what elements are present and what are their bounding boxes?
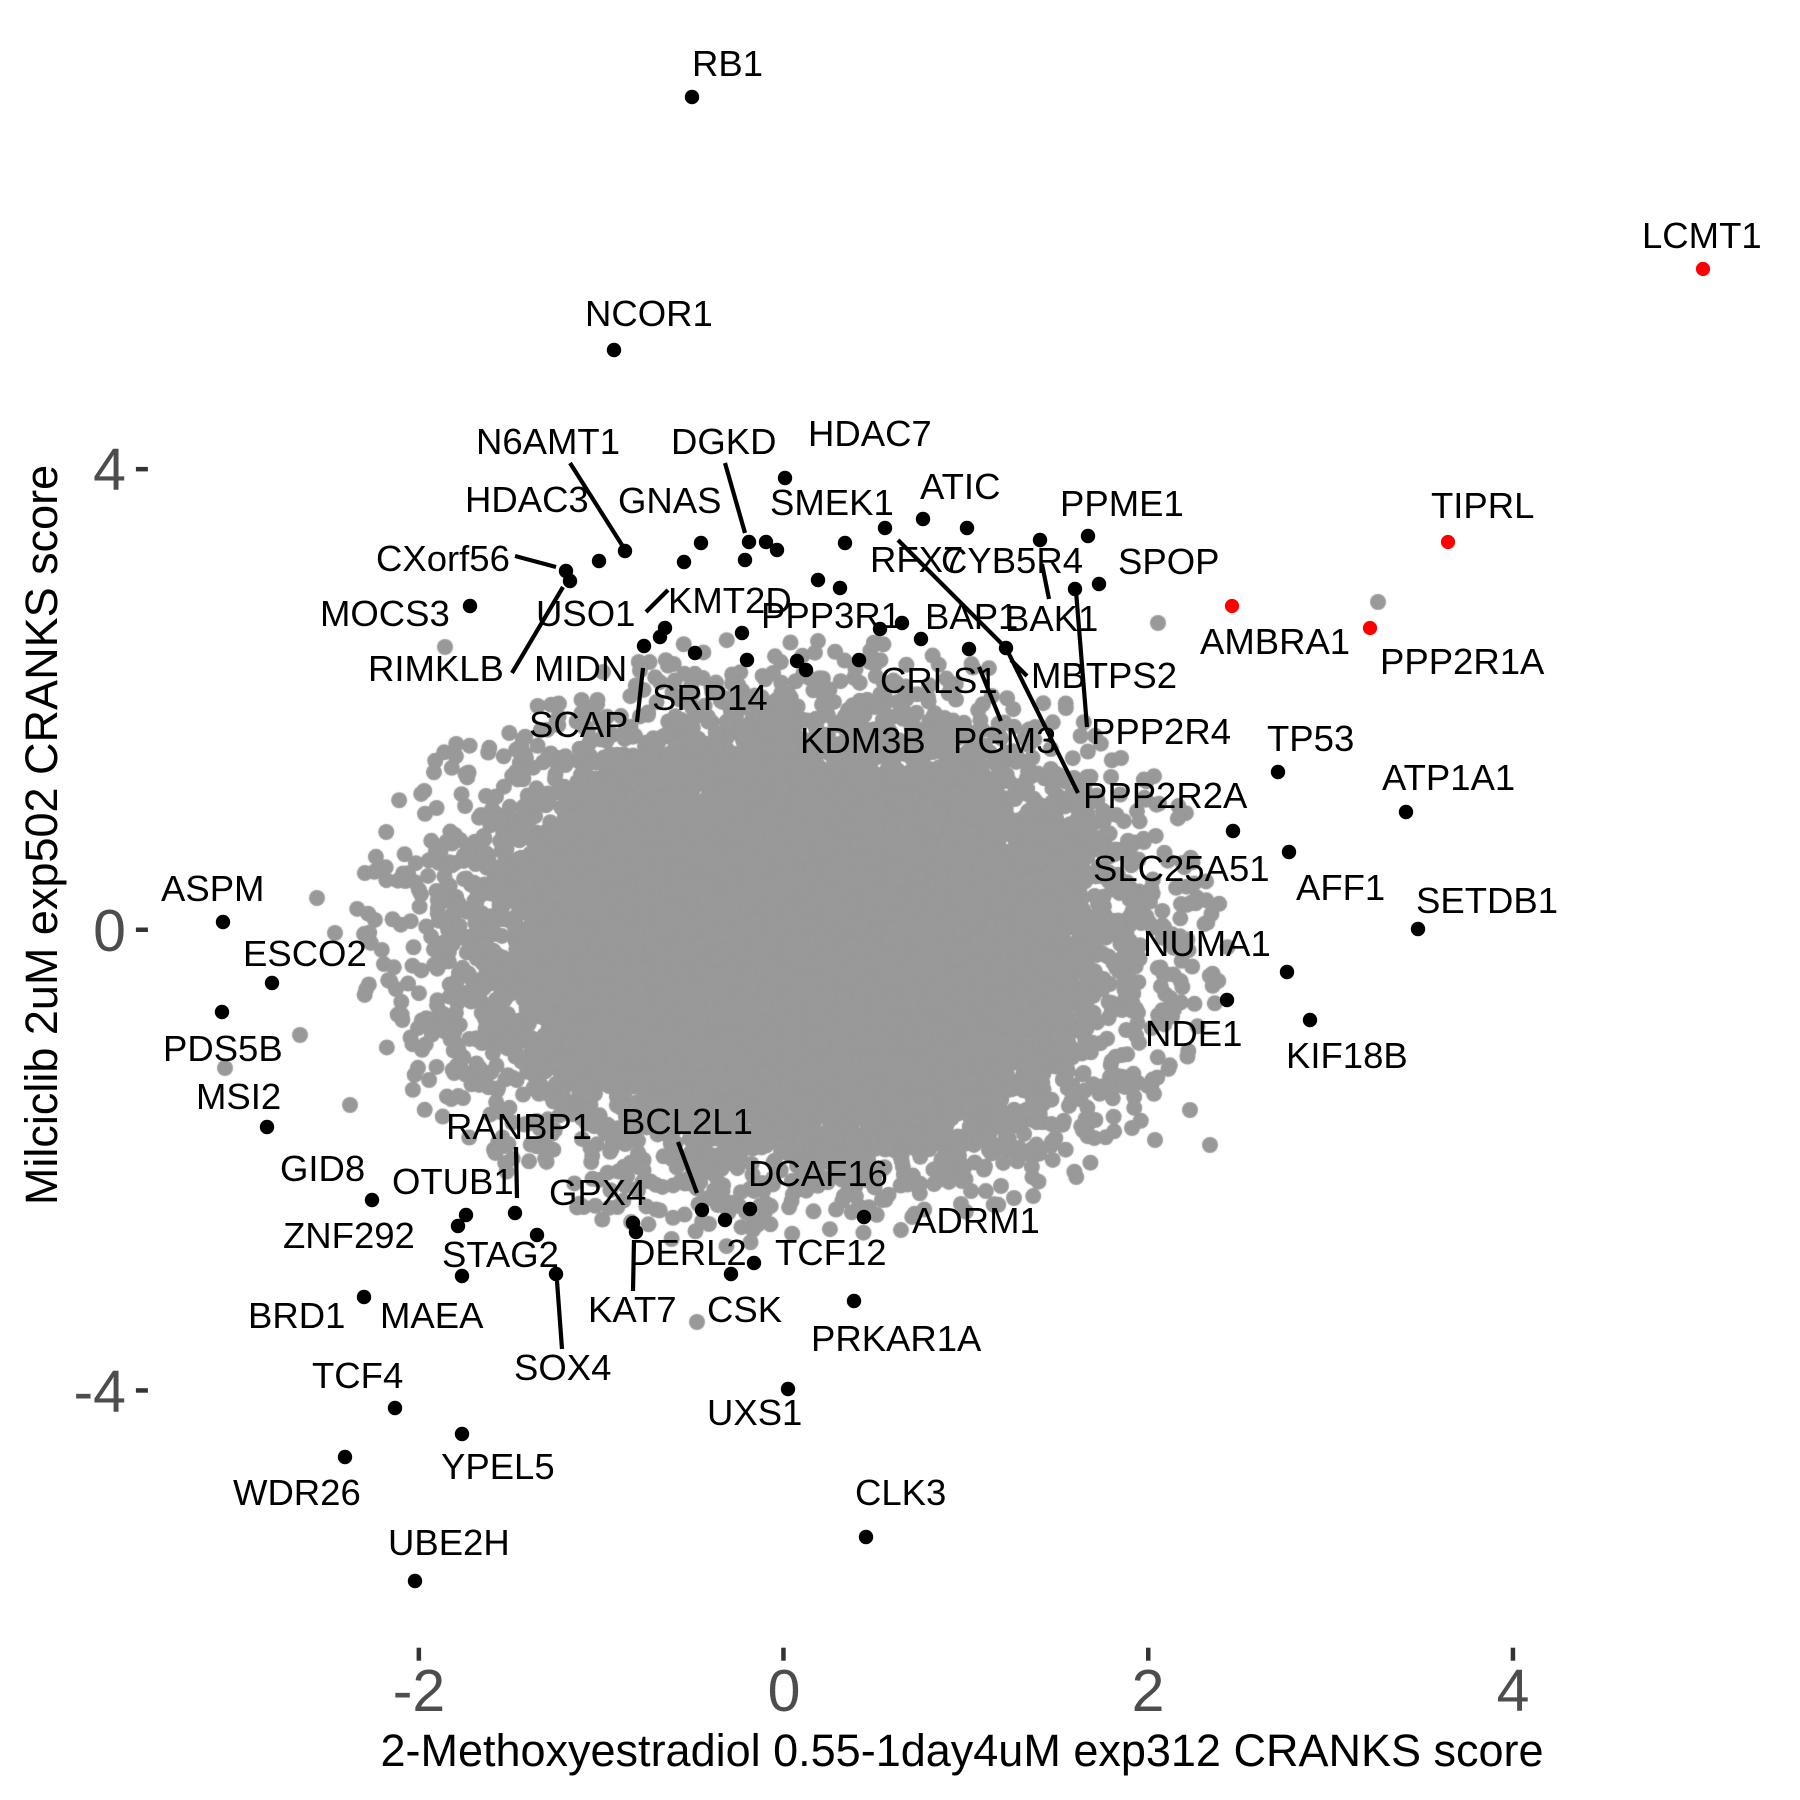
svg-text:ATP1A1: ATP1A1 — [1382, 757, 1515, 798]
svg-text:PPP3R1: PPP3R1 — [761, 595, 901, 636]
svg-text:SETDB1: SETDB1 — [1416, 880, 1558, 921]
svg-text:UBE2H: UBE2H — [388, 1522, 510, 1563]
svg-text:ZNF292: ZNF292 — [283, 1215, 415, 1256]
svg-text:MOCS3: MOCS3 — [320, 593, 450, 634]
svg-text:BCL2L1: BCL2L1 — [621, 1101, 753, 1142]
svg-text:4: 4 — [1497, 1658, 1530, 1724]
svg-text:-2: -2 — [393, 1658, 445, 1724]
svg-text:0: 0 — [768, 1658, 801, 1724]
svg-text:DCAF16: DCAF16 — [748, 1153, 888, 1194]
svg-text:WDR26: WDR26 — [233, 1472, 361, 1513]
svg-text:USO1: USO1 — [536, 593, 635, 634]
svg-text:KDM3B: KDM3B — [800, 720, 926, 761]
svg-text:TP53: TP53 — [1267, 718, 1354, 759]
svg-text:MBTPS2: MBTPS2 — [1031, 655, 1177, 696]
svg-text:BAK1: BAK1 — [1005, 598, 1098, 639]
svg-text:NCOR1: NCOR1 — [585, 293, 713, 334]
svg-text:TCF12: TCF12 — [775, 1232, 887, 1273]
svg-text:NDE1: NDE1 — [1145, 1013, 1242, 1054]
svg-text:Milciclib 2uM exp502 CRANKS sc: Milciclib 2uM exp502 CRANKS score — [16, 465, 67, 1205]
svg-text:TIPRL: TIPRL — [1431, 485, 1534, 526]
svg-text:CYB5R4: CYB5R4 — [941, 540, 1083, 581]
svg-text:NUMA1: NUMA1 — [1143, 923, 1271, 964]
svg-text:PGM3: PGM3 — [953, 720, 1056, 761]
svg-text:KIF18B: KIF18B — [1286, 1035, 1408, 1076]
svg-text:SPOP: SPOP — [1118, 541, 1219, 582]
svg-text:RB1: RB1 — [692, 43, 763, 84]
svg-text:KAT7: KAT7 — [588, 1289, 677, 1330]
svg-text:2: 2 — [1132, 1658, 1165, 1724]
svg-text:PDS5B: PDS5B — [163, 1028, 283, 1069]
svg-text:PPP2R1A: PPP2R1A — [1380, 641, 1545, 682]
svg-text:4: 4 — [93, 437, 126, 503]
svg-text:PPP2R2A: PPP2R2A — [1083, 775, 1248, 816]
svg-text:MIDN: MIDN — [534, 648, 627, 689]
svg-text:HDAC3: HDAC3 — [465, 479, 589, 520]
svg-text:RANBP1: RANBP1 — [446, 1106, 592, 1147]
svg-text:GPX4: GPX4 — [549, 1172, 646, 1213]
svg-text:PRKAR1A: PRKAR1A — [811, 1318, 982, 1359]
svg-text:STAG2: STAG2 — [442, 1234, 559, 1275]
svg-text:GNAS: GNAS — [618, 480, 721, 521]
svg-text:ADRM1: ADRM1 — [912, 1200, 1040, 1241]
svg-text:CSK: CSK — [707, 1289, 782, 1330]
svg-text:BRD1: BRD1 — [248, 1295, 345, 1336]
svg-text:SLC25A51: SLC25A51 — [1093, 848, 1270, 889]
svg-text:RFX7: RFX7 — [870, 539, 963, 580]
svg-text:DGKD: DGKD — [671, 421, 776, 462]
svg-text:UXS1: UXS1 — [707, 1392, 802, 1433]
svg-text:SCAP: SCAP — [529, 704, 628, 745]
svg-text:YPEL5: YPEL5 — [441, 1446, 555, 1487]
svg-text:0: 0 — [93, 898, 126, 964]
svg-text:N6AMT1: N6AMT1 — [476, 421, 620, 462]
svg-text:OTUB1: OTUB1 — [392, 1161, 514, 1202]
svg-text:BAP1: BAP1 — [925, 596, 1018, 637]
svg-text:CRLS1: CRLS1 — [880, 660, 998, 701]
svg-text:KMT2D: KMT2D — [668, 580, 792, 621]
svg-text:2-Methoxyestradiol 0.55-1day4u: 2-Methoxyestradiol 0.55-1day4uM exp312 C… — [380, 1725, 1543, 1776]
svg-text:AMBRA1: AMBRA1 — [1200, 621, 1350, 662]
svg-text:RIMKLB: RIMKLB — [368, 648, 504, 689]
svg-text:AFF1: AFF1 — [1296, 867, 1385, 908]
svg-text:SOX4: SOX4 — [514, 1347, 611, 1388]
svg-text:-4: -4 — [74, 1359, 126, 1425]
svg-text:ATIC: ATIC — [920, 466, 1000, 507]
svg-text:ASPM: ASPM — [161, 868, 264, 909]
svg-text:CXorf56: CXorf56 — [376, 538, 510, 579]
svg-text:GID8: GID8 — [280, 1148, 365, 1189]
svg-text:MAEA: MAEA — [380, 1295, 484, 1336]
svg-text:SRP14: SRP14 — [652, 677, 768, 718]
svg-text:ESCO2: ESCO2 — [243, 933, 367, 974]
svg-text:LCMT1: LCMT1 — [1642, 215, 1762, 256]
svg-text:CLK3: CLK3 — [855, 1472, 946, 1513]
svg-text:HDAC7: HDAC7 — [808, 413, 932, 454]
svg-text:TCF4: TCF4 — [312, 1355, 403, 1396]
svg-text:DERL2: DERL2 — [629, 1232, 747, 1273]
svg-text:PPP2R4: PPP2R4 — [1091, 711, 1231, 752]
svg-text:MSI2: MSI2 — [196, 1076, 281, 1117]
svg-text:SMEK1: SMEK1 — [770, 482, 894, 523]
svg-text:PPME1: PPME1 — [1060, 483, 1184, 524]
